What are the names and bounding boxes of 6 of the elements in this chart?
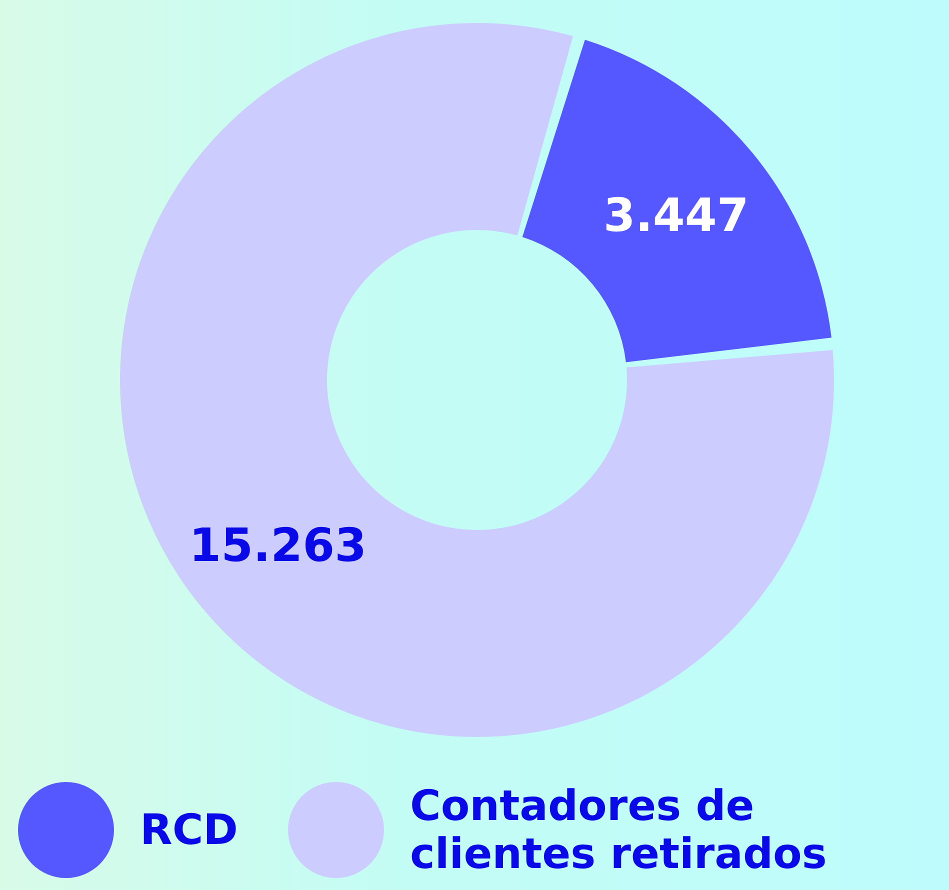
- donut-slice: [522, 40, 832, 362]
- legend-label: RCD: [140, 805, 240, 854]
- data-label: 15.263: [189, 518, 367, 572]
- data-label: 3.447: [603, 188, 749, 242]
- donut-slice: [120, 23, 834, 737]
- legend-label: Contadores de clientes retirados: [410, 781, 828, 878]
